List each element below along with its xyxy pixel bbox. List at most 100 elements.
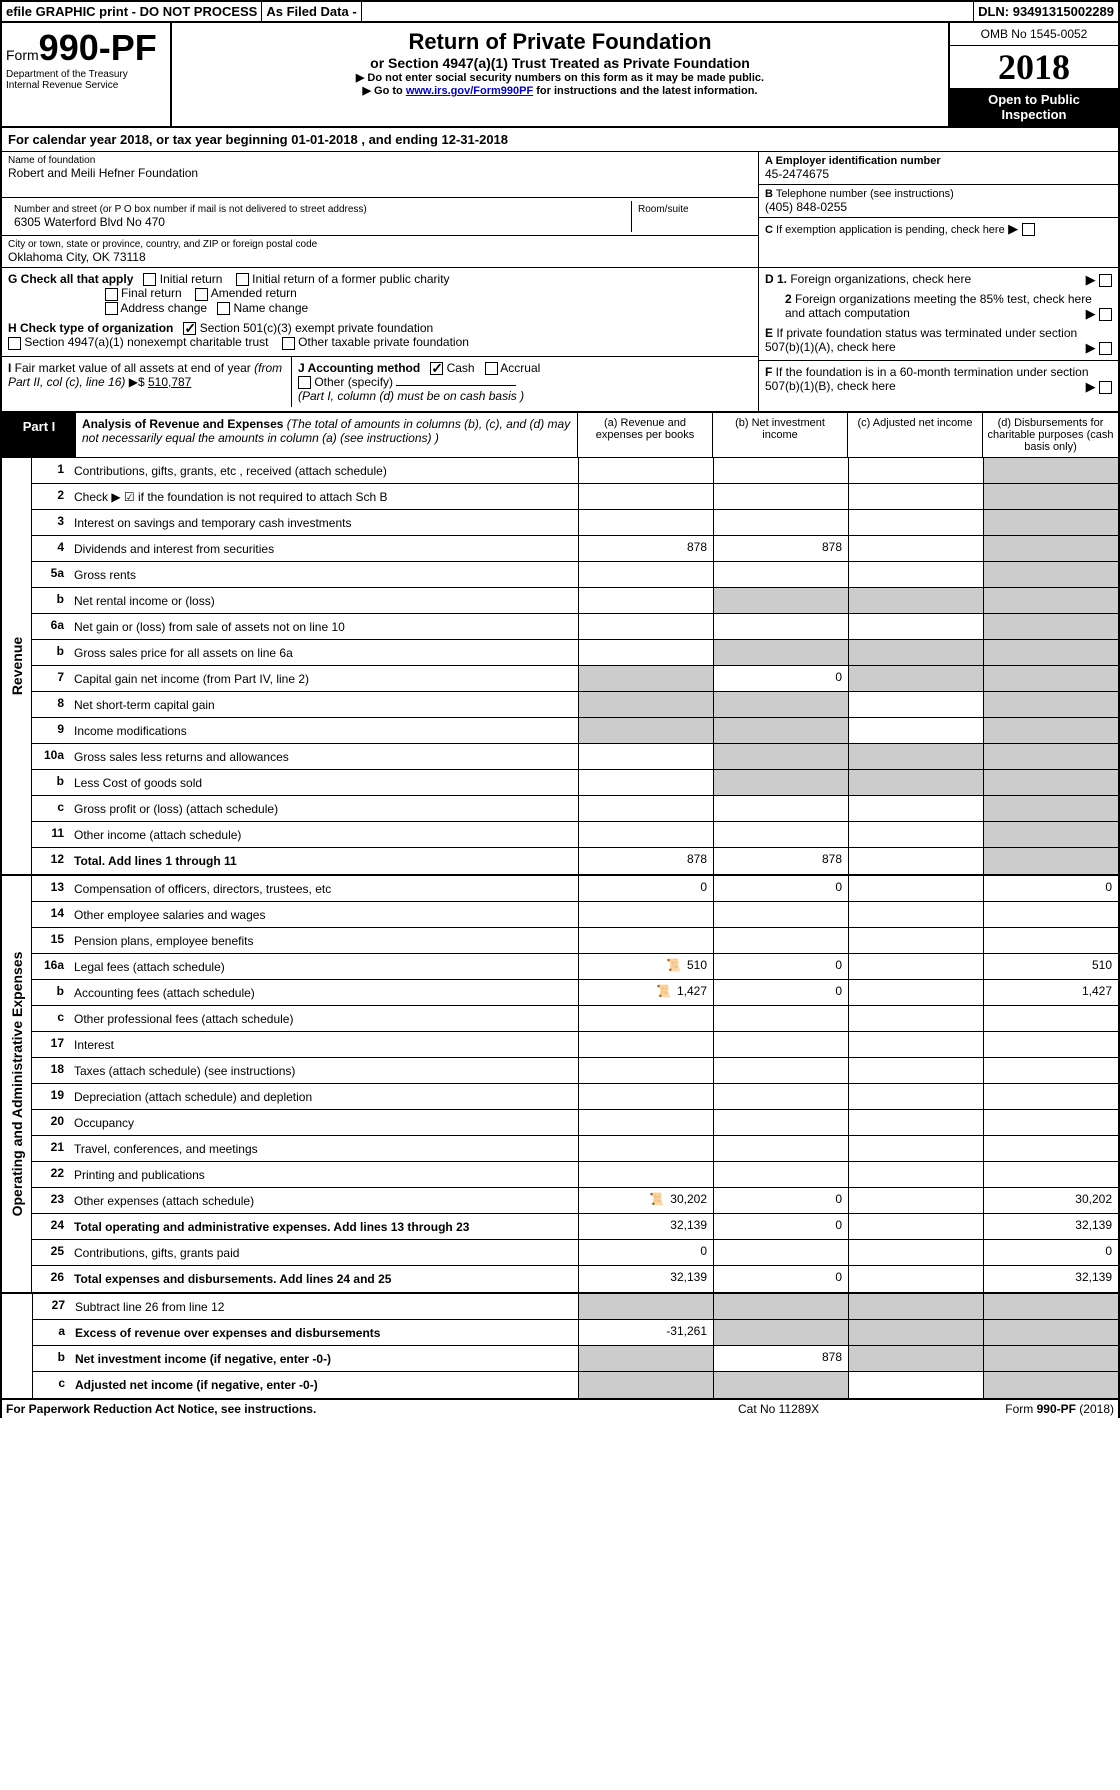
cell-d (983, 1136, 1118, 1161)
cell-c (848, 692, 983, 717)
cell-c (848, 1240, 983, 1265)
cell-d (983, 770, 1118, 795)
d2-checkbox[interactable] (1099, 308, 1112, 321)
g-initial-former-checkbox[interactable] (236, 273, 249, 286)
dln-cell: DLN: 93491315002289 (973, 2, 1118, 21)
cell-d (983, 848, 1118, 874)
irs-link[interactable]: www.irs.gov/Form990PF (406, 85, 533, 97)
line27-table: 27 Subtract line 26 from line 12 a Exces… (0, 1294, 1120, 1400)
attachment-icon[interactable]: 📜 (666, 958, 681, 972)
table-row: 11 Other income (attach schedule) (32, 822, 1118, 848)
cell-a (578, 484, 713, 509)
cell-b (713, 1320, 848, 1345)
cell-d (983, 1058, 1118, 1083)
j-cell: J Accounting method Cash Accrual Other (… (292, 357, 758, 408)
revenue-label-text: Revenue (9, 637, 25, 695)
cell-a (578, 928, 713, 953)
cell-b (713, 796, 848, 821)
row-num: c (32, 796, 70, 821)
room-cell: Room/suite (632, 201, 752, 232)
cell-d (983, 458, 1118, 483)
asfiled-label: As Filed Data - (262, 2, 361, 21)
footer-row: For Paperwork Reduction Act Notice, see … (0, 1400, 1120, 1418)
g-amended-checkbox[interactable] (195, 288, 208, 301)
irs-label: Internal Revenue Service (6, 80, 166, 91)
g-address-checkbox[interactable] (105, 302, 118, 315)
j-cash-checkbox[interactable] (430, 362, 443, 375)
part1-label: Part I (2, 413, 76, 457)
j-accrual: Accrual (500, 361, 540, 375)
cell-a (578, 1372, 713, 1398)
attachment-icon[interactable]: 📜 (649, 1192, 664, 1206)
row-num: 17 (32, 1032, 70, 1057)
row-num: 9 (32, 718, 70, 743)
h-4947-checkbox[interactable] (8, 337, 21, 350)
h-other-checkbox[interactable] (282, 337, 295, 350)
cell-a (578, 692, 713, 717)
cell-b: 0 (713, 1188, 848, 1213)
row-num: 27 (33, 1294, 71, 1319)
cell-d (983, 640, 1118, 665)
revenue-side-label: Revenue (2, 458, 32, 874)
cell-a (578, 510, 713, 535)
cell-a (578, 458, 713, 483)
ein-value: 45-2474675 (765, 167, 1112, 181)
j-other-checkbox[interactable] (298, 376, 311, 389)
part1-title: Analysis of Revenue and Expenses (82, 417, 283, 431)
table-row: c Gross profit or (loss) (attach schedul… (32, 796, 1118, 822)
cell-c (848, 1084, 983, 1109)
cell-a: 32,139 (578, 1266, 713, 1292)
revenue-table: Revenue 1 Contributions, gifts, grants, … (0, 458, 1120, 876)
cell-a (578, 666, 713, 691)
cell-a (578, 640, 713, 665)
dept-label: Department of the Treasury (6, 69, 166, 80)
table-row: 23 Other expenses (attach schedule) 📜30,… (32, 1188, 1118, 1214)
row-desc: Other employee salaries and wages (70, 902, 578, 927)
j-other-line (396, 385, 516, 386)
cell-a (578, 1110, 713, 1135)
table-row: b Gross sales price for all assets on li… (32, 640, 1118, 666)
f-checkbox[interactable] (1099, 381, 1112, 394)
c-checkbox[interactable] (1022, 223, 1035, 236)
cell-c (848, 1058, 983, 1083)
row-num: 12 (32, 848, 70, 874)
cell-b: 878 (713, 848, 848, 874)
cell-b (713, 1032, 848, 1057)
cell-c (848, 770, 983, 795)
header-right: OMB No 1545-0052 2018 Open to Public Ins… (948, 23, 1118, 126)
form-note2: ▶ Go to www.irs.gov/Form990PF for instru… (178, 84, 942, 97)
footer-right-pre: Form (1005, 1402, 1036, 1416)
cell-a (578, 718, 713, 743)
addr-row: Number and street (or P O box number if … (2, 198, 758, 236)
expense-body: 13 Compensation of officers, directors, … (32, 876, 1118, 1292)
g-opt4: Amended return (211, 286, 297, 300)
cell-c (848, 744, 983, 769)
d1-row: D 1. Foreign organizations, check here ▶ (765, 272, 1112, 286)
cell-b (713, 718, 848, 743)
row-desc: Net short-term capital gain (70, 692, 578, 717)
cell-a: 📜30,202 (578, 1188, 713, 1213)
g-final-checkbox[interactable] (105, 288, 118, 301)
row-num: b (33, 1346, 71, 1371)
cell-d (983, 822, 1118, 847)
dln-value: 93491315002289 (1013, 4, 1114, 19)
ein-row: A Employer identification number 45-2474… (759, 152, 1118, 185)
cell-c (848, 1006, 983, 1031)
cell-c (848, 822, 983, 847)
row-desc: Net gain or (loss) from sale of assets n… (70, 614, 578, 639)
d1-checkbox[interactable] (1099, 274, 1112, 287)
h-501c3-checkbox[interactable] (183, 322, 196, 335)
attachment-icon[interactable]: 📜 (656, 984, 671, 998)
j-accrual-checkbox[interactable] (485, 362, 498, 375)
g-name-checkbox[interactable] (217, 302, 230, 315)
entity-block: Name of foundation Robert and Meili Hefn… (0, 152, 1120, 268)
ij-row: I Fair market value of all assets at end… (2, 356, 758, 408)
name-label: Name of foundation (8, 155, 752, 166)
cell-d (983, 562, 1118, 587)
row-desc: Excess of revenue over expenses and disb… (71, 1320, 578, 1345)
e-checkbox[interactable] (1099, 342, 1112, 355)
cell-a: 📜510 (578, 954, 713, 979)
j-cash: Cash (447, 361, 475, 375)
g-initial-checkbox[interactable] (143, 273, 156, 286)
expense-label-text: Operating and Administrative Expenses (9, 952, 25, 1217)
